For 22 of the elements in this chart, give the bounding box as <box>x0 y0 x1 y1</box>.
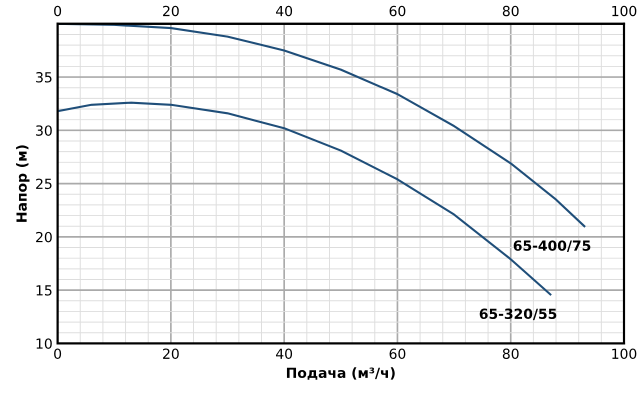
x2-tick-label: 100 <box>612 6 636 16</box>
y-tick-label: 25 <box>36 178 52 190</box>
y-tick-label: 30 <box>36 125 52 136</box>
x-tick-label: 0 <box>54 348 62 360</box>
x-tick-label: 40 <box>276 348 292 360</box>
series-label: 65-400/75 <box>514 240 590 252</box>
x2-tick-label: 20 <box>163 6 179 16</box>
x-tick-label: 80 <box>502 348 519 360</box>
x2-tick-label: 40 <box>276 6 292 16</box>
x2-tick-label: 0 <box>54 6 62 16</box>
x2-tick-label: 80 <box>502 6 519 16</box>
x-tick-label: 60 <box>390 348 406 360</box>
x-tick-label: 20 <box>163 348 179 360</box>
y-tick-label: 10 <box>36 338 52 349</box>
y-tick-label: 15 <box>36 285 52 296</box>
y-axis-title: Напор (м) <box>16 145 30 222</box>
x2-tick-label: 60 <box>390 6 406 16</box>
x-tick-label: 100 <box>612 348 636 360</box>
y-tick-label: 35 <box>36 72 52 83</box>
series-label: 65-320/55 <box>480 308 556 320</box>
y-tick-label: 20 <box>36 232 52 242</box>
x-axis-title: Подача (м³/ч) <box>286 367 395 380</box>
